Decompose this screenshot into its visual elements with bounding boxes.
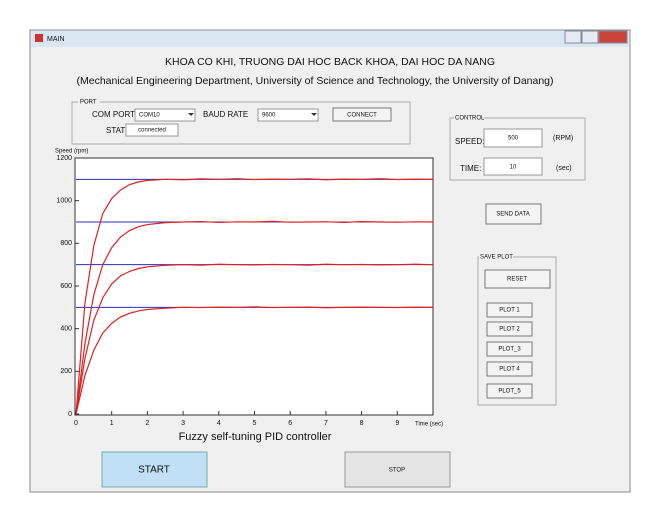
x-tick-label: 4 bbox=[217, 420, 221, 427]
button-label: PLOT 1 bbox=[499, 308, 520, 314]
select-value: 9600 bbox=[262, 113, 276, 119]
chart-title: Fuzzy self-tuning PID controller bbox=[179, 431, 332, 443]
reset-button[interactable] bbox=[484, 269, 551, 289]
button-label: PLOT 4 bbox=[499, 367, 520, 373]
panel-label-bg bbox=[78, 99, 100, 105]
close-button[interactable] bbox=[598, 30, 628, 44]
plot-button[interactable] bbox=[486, 302, 533, 318]
start-button[interactable] bbox=[101, 451, 208, 488]
header-line: KHOA CO KHI, TRUONG DAI HOC BACK KHOA, D… bbox=[165, 56, 495, 68]
input-value: 500 bbox=[508, 136, 519, 142]
plot-button[interactable] bbox=[486, 383, 533, 399]
speed-input[interactable] bbox=[483, 128, 543, 148]
control-panel bbox=[449, 117, 586, 181]
unit: (RPM) bbox=[553, 135, 573, 142]
y-tick-label: 1000 bbox=[56, 198, 72, 205]
minimize-button[interactable] bbox=[564, 30, 582, 44]
x-tick-label: 6 bbox=[288, 420, 292, 427]
label: SPEED: bbox=[455, 137, 484, 146]
y-tick-label: 0 bbox=[68, 411, 72, 418]
button-label: SEND DATA bbox=[496, 212, 529, 218]
label: COM PORT: bbox=[92, 110, 136, 119]
y-tick-label: 800 bbox=[60, 240, 72, 247]
window-title: MAIN bbox=[47, 36, 65, 43]
header-line: (Mechanical Engineering Department, Univ… bbox=[76, 75, 553, 87]
app-icon bbox=[35, 34, 43, 42]
chart: Speed (rpm) Time (sec) Fuzzy self-tuning… bbox=[55, 149, 443, 443]
button-label: PLOT_3 bbox=[498, 347, 521, 353]
stop-button[interactable] bbox=[344, 451, 451, 488]
button-label: RESET bbox=[507, 277, 527, 283]
send-data-button[interactable] bbox=[485, 203, 542, 225]
unit: (sec) bbox=[556, 165, 572, 172]
time-input[interactable] bbox=[483, 157, 543, 176]
label: BAUD RATE bbox=[203, 110, 248, 119]
label: TIME: bbox=[460, 164, 481, 173]
panel-label-bg bbox=[454, 115, 484, 121]
baud-rate-select[interactable] bbox=[257, 108, 319, 122]
input-value: 10 bbox=[510, 165, 517, 171]
x-tick-label: 1 bbox=[110, 420, 114, 427]
plot-button[interactable] bbox=[486, 361, 533, 377]
y-tick-label: 200 bbox=[60, 368, 72, 375]
button-label: START bbox=[138, 465, 170, 476]
label: STATUS: bbox=[106, 126, 139, 135]
button-label: STOP bbox=[389, 468, 405, 474]
x-tick-label: 9 bbox=[395, 420, 399, 427]
status-value: connected bbox=[138, 128, 166, 134]
y-tick-label: 400 bbox=[60, 326, 72, 333]
response-line bbox=[75, 178, 434, 415]
dropdown-arrow bbox=[188, 113, 194, 116]
y-tick-label: 1200 bbox=[56, 155, 72, 162]
x-tick-label: 3 bbox=[181, 420, 185, 427]
plot-area bbox=[74, 157, 434, 416]
plot-button[interactable] bbox=[486, 341, 533, 357]
title-bar bbox=[31, 31, 629, 47]
maximize-button[interactable] bbox=[581, 30, 599, 44]
x-tick-label: 2 bbox=[145, 420, 149, 427]
response-line bbox=[75, 306, 434, 415]
button-label: PLOT 2 bbox=[499, 327, 520, 333]
select-value: COM10 bbox=[139, 113, 160, 119]
x-axis-label: Time (sec) bbox=[415, 422, 443, 428]
x-tick-label: 5 bbox=[253, 420, 257, 427]
panel-title: SAVE PLOT bbox=[480, 255, 513, 261]
port-panel bbox=[71, 101, 411, 145]
response-line bbox=[75, 220, 434, 415]
y-axis-label: Speed (rpm) bbox=[55, 149, 88, 155]
status-box bbox=[125, 123, 179, 137]
x-tick-label: 7 bbox=[324, 420, 328, 427]
connect-button[interactable] bbox=[332, 107, 392, 122]
button-label: PLOT_5 bbox=[498, 389, 521, 395]
dropdown-arrow bbox=[311, 113, 317, 116]
panel-title: PORT bbox=[80, 100, 97, 106]
x-tick-label: 0 bbox=[74, 420, 78, 427]
plot-button[interactable] bbox=[486, 321, 533, 337]
panel-label-bg bbox=[479, 254, 513, 260]
x-tick-label: 8 bbox=[360, 420, 364, 427]
response-line bbox=[75, 263, 434, 415]
com-port-select[interactable] bbox=[134, 108, 196, 122]
save-plot-panel bbox=[477, 256, 557, 406]
panel-title: CONTROL bbox=[455, 116, 485, 122]
button-label: CONNECT bbox=[347, 113, 377, 119]
y-tick-label: 600 bbox=[60, 283, 72, 290]
